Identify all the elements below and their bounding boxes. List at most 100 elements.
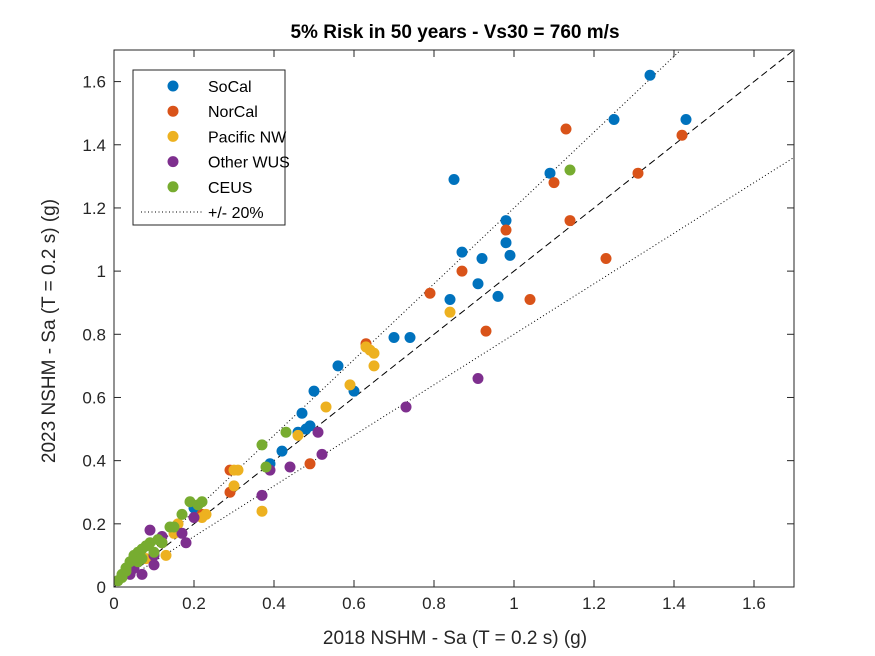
- data-point: [368, 360, 380, 372]
- y-tick-label: 1.4: [82, 136, 106, 155]
- data-point: [456, 265, 468, 277]
- data-point: [548, 177, 560, 189]
- data-point: [424, 287, 436, 299]
- data-point: [400, 401, 412, 413]
- legend-label: +/- 20%: [208, 205, 264, 222]
- data-point: [560, 123, 572, 135]
- x-tick-label: 0.6: [342, 594, 366, 613]
- data-point: [500, 215, 512, 227]
- data-point: [444, 294, 456, 306]
- data-point: [564, 215, 576, 227]
- data-point: [232, 464, 244, 476]
- x-tick-label: 1.2: [582, 594, 606, 613]
- data-point: [160, 549, 172, 561]
- data-point: [296, 407, 308, 419]
- data-point: [148, 559, 160, 571]
- legend: SoCal NorCal Pacific NW Other WUS CEUS +/- 20…: [132, 69, 290, 226]
- data-point: [276, 445, 288, 457]
- data-point: [144, 524, 156, 536]
- y-tick-label: 0.2: [82, 515, 106, 534]
- data-point: [600, 252, 612, 264]
- data-point: [136, 553, 148, 565]
- axes-box: [113, 49, 795, 588]
- data-point: [284, 461, 296, 473]
- data-point: [256, 489, 268, 501]
- x-tick-label: 1.6: [742, 594, 766, 613]
- y-tick-label: 0.6: [82, 388, 106, 407]
- legend-marker: [167, 105, 179, 117]
- data-point: [176, 527, 188, 539]
- y-tick-label: 1.2: [82, 199, 106, 218]
- data-point: [472, 278, 484, 290]
- data-point: [304, 458, 316, 470]
- data-point: [500, 237, 512, 249]
- data-point: [500, 224, 512, 236]
- y-tick-label: 0.4: [82, 452, 106, 471]
- data-point: [544, 167, 556, 179]
- legend-marker: [167, 80, 179, 92]
- data-point: [308, 385, 320, 397]
- data-point: [136, 568, 148, 580]
- data-point: [456, 246, 468, 258]
- data-point: [680, 113, 692, 125]
- y-tick-label: 1.6: [82, 73, 106, 92]
- legend-marker: [167, 130, 179, 142]
- data-point: [388, 331, 400, 343]
- data-point: [492, 290, 504, 302]
- data-point: [676, 129, 688, 141]
- legend-label: NorCal: [208, 104, 258, 121]
- data-point: [608, 113, 620, 125]
- y-tick-label: 0.8: [82, 325, 106, 344]
- data-point: [480, 325, 492, 337]
- data-point: [364, 344, 376, 356]
- x-tick-label: 0.4: [262, 594, 286, 613]
- data-point: [260, 461, 272, 473]
- data-point: [472, 373, 484, 385]
- data-point: [280, 426, 292, 438]
- data-point: [332, 360, 344, 372]
- chart-title: 5% Risk in 50 years - Vs30 = 760 m/s: [290, 22, 619, 43]
- legend-label: SoCal: [208, 79, 252, 96]
- y-tick-label: 1: [97, 262, 106, 281]
- data-point: [196, 496, 208, 508]
- data-point: [196, 512, 208, 524]
- data-point: [156, 537, 168, 549]
- data-point: [180, 537, 192, 549]
- x-tick-label: 0: [109, 594, 118, 613]
- one-to-one-line: [114, 50, 794, 587]
- legend-label: CEUS: [208, 180, 252, 197]
- data-point: [176, 508, 188, 520]
- data-point: [448, 174, 460, 186]
- data-point: [316, 448, 328, 460]
- data-point: [644, 69, 656, 81]
- x-axis-label: 2018 NSHM - Sa (T = 0.2 s) (g): [323, 628, 587, 649]
- legend-marker: [167, 156, 179, 168]
- series-ceus: [114, 164, 576, 587]
- data-point: [148, 546, 160, 558]
- legend-label: Other WUS: [208, 155, 290, 172]
- x-tick-label: 1: [509, 594, 518, 613]
- data-point: [504, 249, 516, 261]
- data-point: [444, 306, 456, 318]
- data-point: [524, 294, 536, 306]
- data-point: [320, 401, 332, 413]
- data-point: [228, 480, 240, 492]
- x-tick-label: 0.2: [182, 594, 206, 613]
- data-point: [256, 505, 268, 517]
- data-point: [564, 164, 576, 176]
- x-tick-label: 0.8: [422, 594, 446, 613]
- data-point: [256, 439, 268, 451]
- x-tick-label: 1.4: [662, 594, 686, 613]
- legend-label: Pacific NW: [208, 129, 287, 146]
- y-axis-label: 2023 NSHM - Sa (T = 0.2 s) (g): [39, 199, 60, 463]
- data-point: [404, 331, 416, 343]
- data-point: [476, 252, 488, 264]
- data-point: [344, 379, 356, 391]
- data-point: [188, 512, 200, 524]
- legend-marker: [167, 181, 179, 193]
- data-point: [292, 429, 304, 441]
- data-point: [312, 426, 324, 438]
- data-point: [168, 521, 180, 533]
